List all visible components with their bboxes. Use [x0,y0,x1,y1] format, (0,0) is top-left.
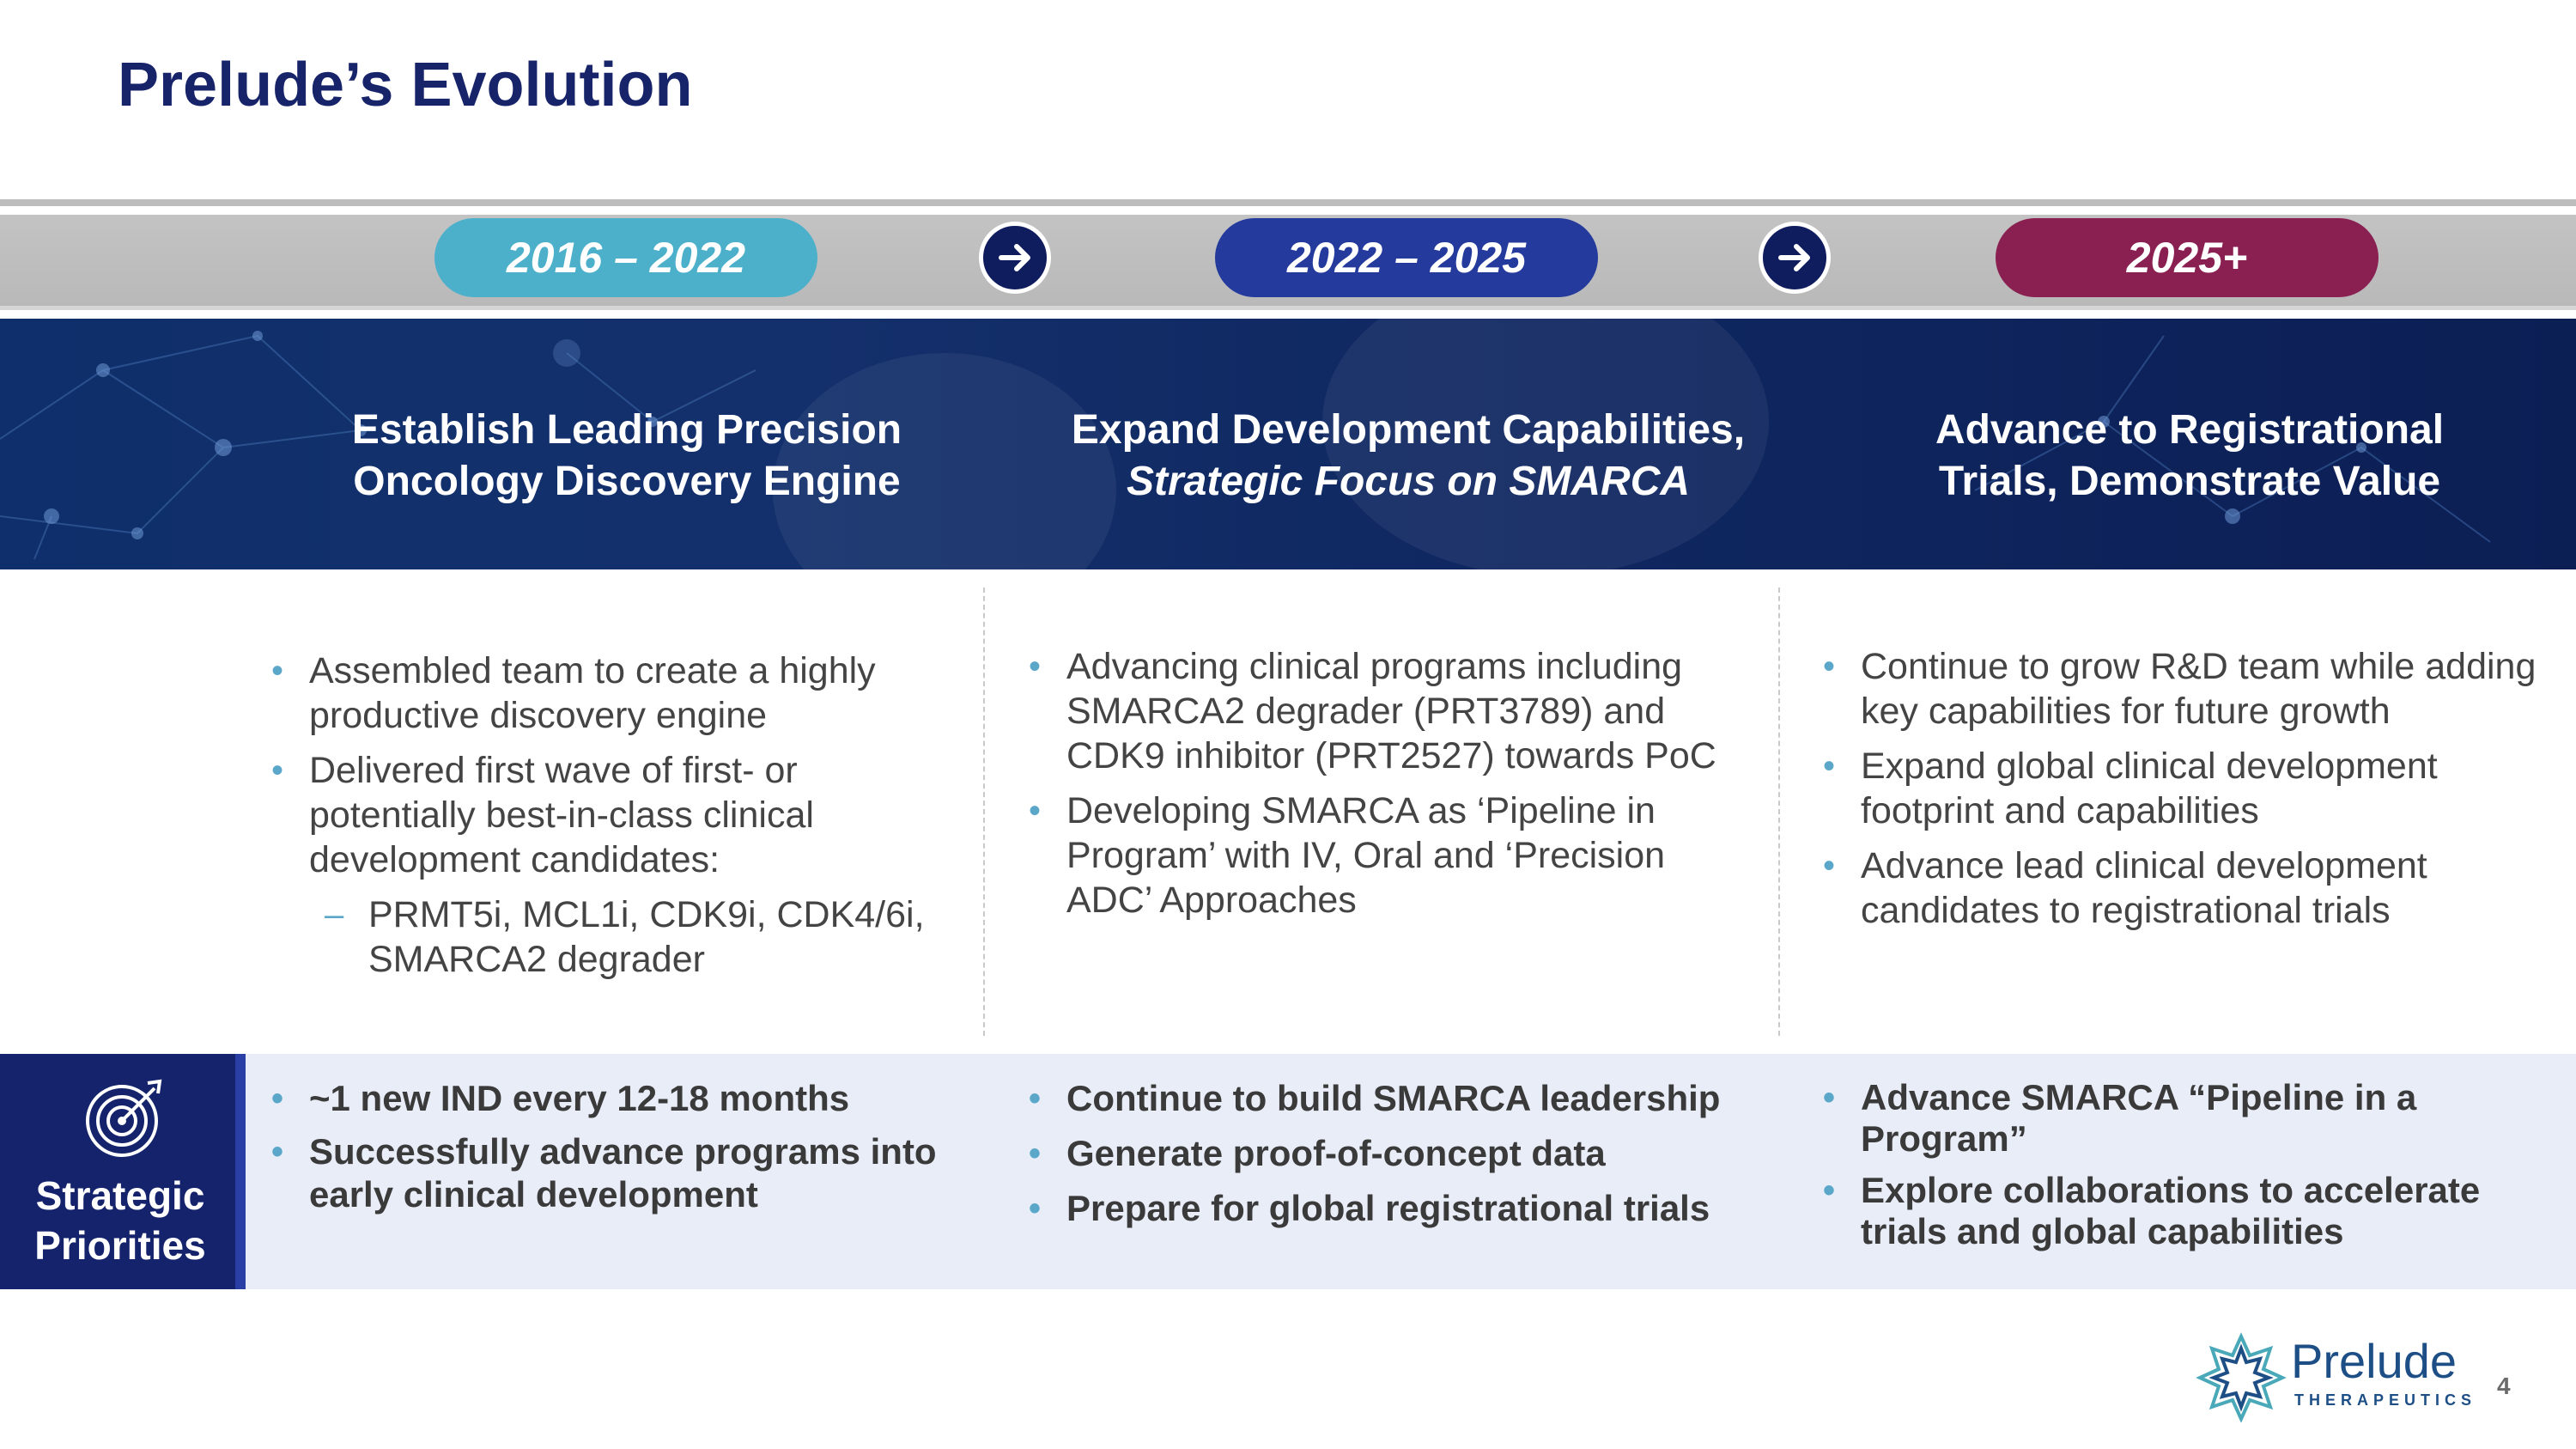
prelude-logo-mark [2196,1332,2287,1422]
list-item: Continue to grow R&D team while adding k… [1823,644,2553,734]
details-list-development: Advancing clinical programs including SM… [1029,644,1750,933]
strategic-priorities-label-box: Strategic Priorities [0,1054,246,1289]
period-pill-2016-2022: 2016 – 2022 [434,218,817,297]
target-icon [86,1079,162,1157]
list-item: Expand global clinical development footp… [1823,744,2553,833]
arrow-right-icon [1759,222,1831,294]
column-divider [1778,588,1780,1036]
timeline-line [0,199,2576,206]
slide-title: Prelude’s Evolution [118,51,693,119]
details-list-discovery: Assembled team to create a highly produc… [271,648,958,992]
priorities-list-registrational: Advance SMARCA “Pipeline in a Program” E… [1823,1077,2510,1263]
phase-title-registrational: Advance to Registrational Trials, Demons… [1935,407,2445,504]
list-item: Generate proof-of-concept data [1029,1132,1750,1175]
list-item: Advance lead clinical development candid… [1823,843,2553,933]
list-item: Advance SMARCA “Pipeline in a Program” [1823,1077,2510,1160]
prelude-logo: Prelude THERAPEUTICS [2195,1330,2471,1424]
phase-title-development: Expand Development Capabilities, Strateg… [1071,407,1746,504]
arrow-right-icon [979,222,1051,294]
logo-subtitle: THERAPEUTICS [2294,1391,2477,1409]
list-item: Prepare for global registrational trials [1029,1187,1750,1230]
priorities-list-discovery: ~1 new IND every 12-18 months Successful… [271,1077,958,1227]
list-item: Assembled team to create a highly produc… [271,648,958,738]
list-item: Delivered first wave of first- or potent… [271,748,958,882]
network-background-graphic [0,319,2491,569]
details-list-registrational: Continue to grow R&D team while adding k… [1823,644,2553,943]
priorities-list-development: Continue to build SMARCA leadership Gene… [1029,1077,1750,1240]
column-divider [983,588,985,1036]
list-item: ~1 new IND every 12-18 months [271,1077,958,1120]
phase-title-discovery: Establish Leading Precision Oncology Dis… [351,407,902,504]
list-item: Advancing clinical programs including SM… [1029,644,1750,778]
period-pill-2022-2025: 2022 – 2025 [1215,218,1598,297]
sub-list-item: PRMT5i, MCL1i, CDK9i, CDK4/6i, SMARCA2 d… [271,892,958,982]
logo-name: Prelude [2291,1334,2458,1388]
period-pill-2025-plus: 2025+ [1996,218,2379,297]
strategic-priorities-label: Strategic Priorities [34,1173,206,1268]
list-item: Continue to build SMARCA leadership [1029,1077,1750,1120]
list-item: Explore collaborations to accelerate tri… [1823,1170,2510,1252]
page-number: 4 [2497,1373,2511,1399]
phase-banner: Establish Leading Precision Oncology Dis… [0,319,2576,569]
list-item: Developing SMARCA as ‘Pipeline in Progra… [1029,788,1750,922]
list-item: Successfully advance programs into early… [271,1130,958,1216]
